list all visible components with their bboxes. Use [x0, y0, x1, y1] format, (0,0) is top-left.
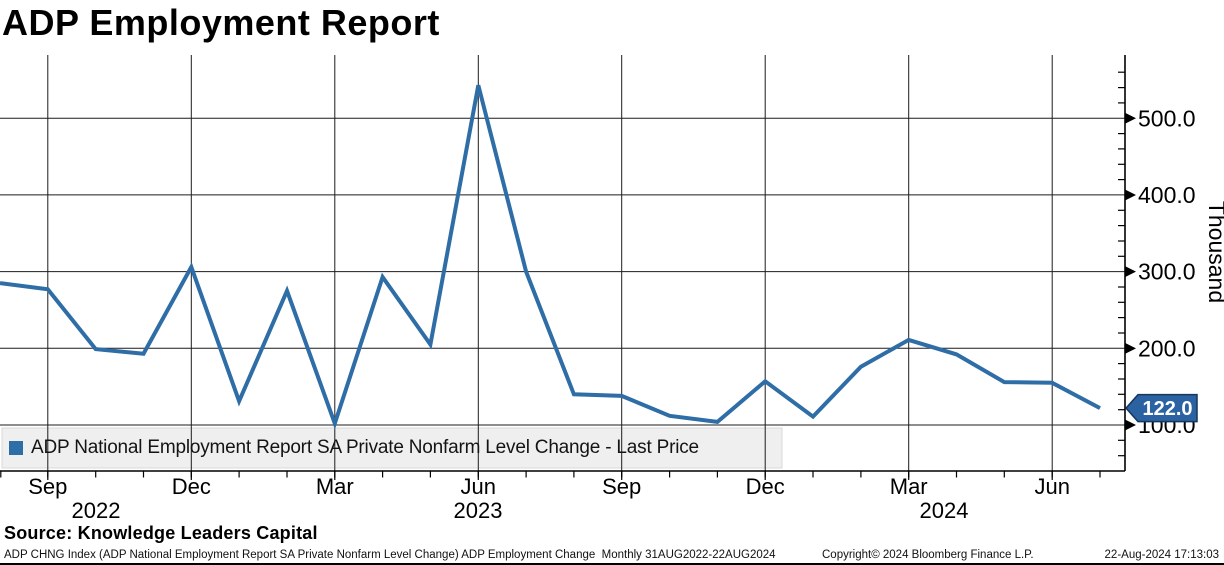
price-line [0, 84, 1101, 430]
x-minor-ticks [0, 471, 1101, 478]
svg-text:300.0: 300.0 [1138, 259, 1196, 285]
footer-copyright: Copyright© 2024 Bloomberg Finance L.P. [822, 549, 1034, 561]
legend-label: ADP National Employment Report SA Privat… [31, 437, 699, 458]
svg-text:Sep: Sep [28, 474, 67, 499]
svg-text:200.0: 200.0 [1138, 335, 1196, 361]
svg-text:2024: 2024 [920, 498, 969, 523]
y-tick-arrow-icon [1125, 419, 1136, 431]
h-gridlines [0, 117, 1125, 426]
footer-ticker-description: ADP CHNG Index (ADP National Employment … [4, 549, 776, 561]
svg-text:Mar: Mar [890, 474, 928, 499]
y-tick-arrow-icon [1125, 342, 1136, 354]
y-minor-ticks [1118, 71, 1125, 457]
y-tick-arrow-icon [1125, 266, 1136, 278]
window-bottom-border [0, 563, 1224, 565]
footer-timestamp: 22-Aug-2024 17:13:03 [1104, 549, 1219, 561]
legend-item[interactable]: ADP National Employment Report SA Privat… [9, 437, 699, 459]
source-line: Source: Knowledge Leaders Capital [4, 523, 318, 543]
svg-text:Mar: Mar [316, 474, 354, 499]
y-axis-title: Thousand [1204, 201, 1224, 303]
v-gridlines [47, 55, 1053, 480]
svg-text:500.0: 500.0 [1138, 105, 1196, 131]
svg-text:2023: 2023 [454, 498, 503, 523]
last-price-badge: 122.0 [1124, 393, 1198, 423]
page-title: ADP Employment Report [2, 2, 440, 43]
svg-text:Dec: Dec [172, 474, 211, 499]
svg-text:Sep: Sep [602, 474, 641, 499]
svg-text:Jun: Jun [461, 474, 496, 499]
legend-marker-icon [9, 441, 23, 455]
svg-text:2022: 2022 [72, 498, 121, 523]
x-tick-labels: Sep Dec Mar Jun Sep Dec Mar Jun 2022 2023 2024 [28, 474, 1070, 523]
svg-text:Jun: Jun [1034, 474, 1069, 499]
legend-box [1, 427, 783, 469]
y-tick-arrow-icon [1125, 112, 1136, 124]
svg-text:Dec: Dec [746, 474, 785, 499]
svg-text:122.0: 122.0 [1142, 398, 1192, 420]
y-tick-arrow-icon [1125, 189, 1136, 201]
svg-text:400.0: 400.0 [1138, 182, 1196, 208]
